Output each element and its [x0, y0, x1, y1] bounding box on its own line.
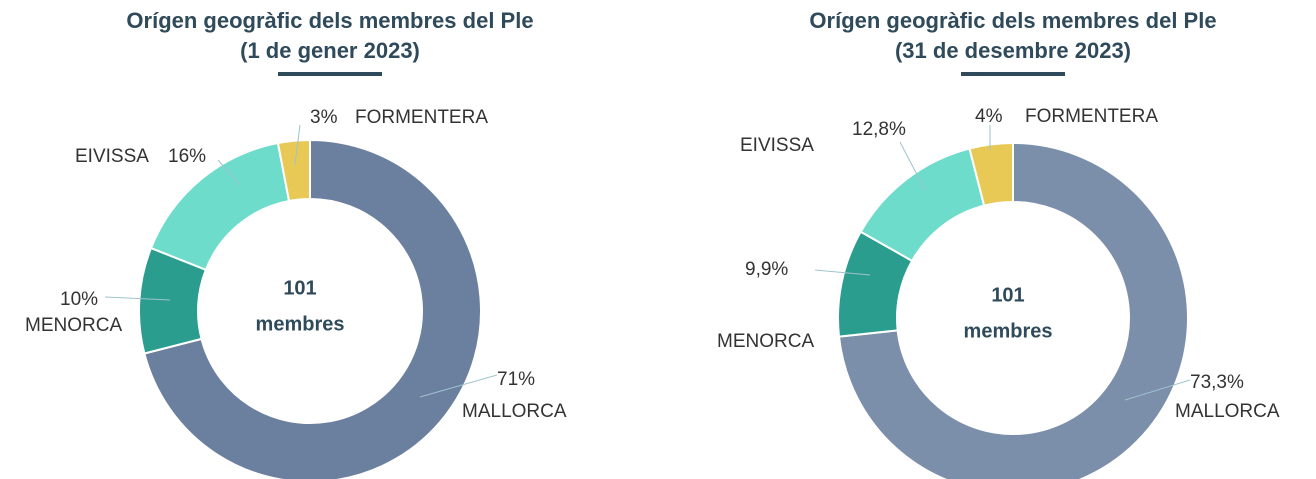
slice-name: MENORCA	[25, 315, 122, 336]
leader-line	[419, 374, 498, 398]
slice-value-label: 3%	[310, 107, 338, 128]
slice-name: MALLORCA	[462, 401, 567, 422]
slice-name: MENORCA	[717, 331, 814, 352]
chart-subtitle: (31 de desembre 2023)	[895, 38, 1131, 63]
leader-line	[294, 124, 301, 166]
title-underline	[961, 72, 1065, 76]
donut-slice	[837, 141, 1189, 479]
donut-slice	[143, 138, 482, 479]
slice-value-label: 12,8%	[852, 119, 906, 140]
center-text: membres	[964, 320, 1053, 342]
chart-title: Orígen geogràfic dels membres del Ple	[126, 8, 533, 33]
slice-value-label: 73,3%	[1190, 372, 1244, 393]
slice-name: EIVISSA	[75, 146, 149, 167]
center-text: membres	[256, 313, 345, 335]
slice-name: MALLORCA	[1175, 401, 1280, 422]
leader-line	[1124, 379, 1191, 401]
center-number: 101	[283, 277, 316, 299]
title-underline	[278, 72, 382, 76]
leader-line	[899, 141, 926, 191]
center-number: 101	[991, 284, 1024, 306]
slice-name: EIVISSA	[740, 135, 814, 156]
leader-line	[104, 296, 171, 301]
leader-line	[217, 159, 241, 186]
slice-value-label: 16%	[168, 146, 206, 167]
slice-value-label: 4%	[975, 106, 1003, 127]
slice-name: FORMENTERA	[355, 107, 488, 128]
chart-subtitle: (1 de gener 2023)	[240, 38, 420, 63]
donut-slice	[968, 141, 1014, 207]
leader-line	[814, 269, 871, 276]
slice-value-label: 10%	[60, 289, 98, 310]
slice-value-label: 9,9%	[745, 259, 788, 280]
donut-slice	[276, 138, 311, 203]
chart-title: Orígen geogràfic dels membres del Ple	[809, 8, 1216, 33]
slice-value-label: 71%	[497, 369, 535, 390]
slice-name: FORMENTERA	[1025, 106, 1158, 127]
